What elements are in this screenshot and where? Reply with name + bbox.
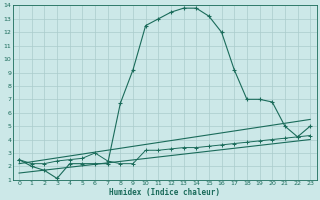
X-axis label: Humidex (Indice chaleur): Humidex (Indice chaleur) [109, 188, 220, 197]
